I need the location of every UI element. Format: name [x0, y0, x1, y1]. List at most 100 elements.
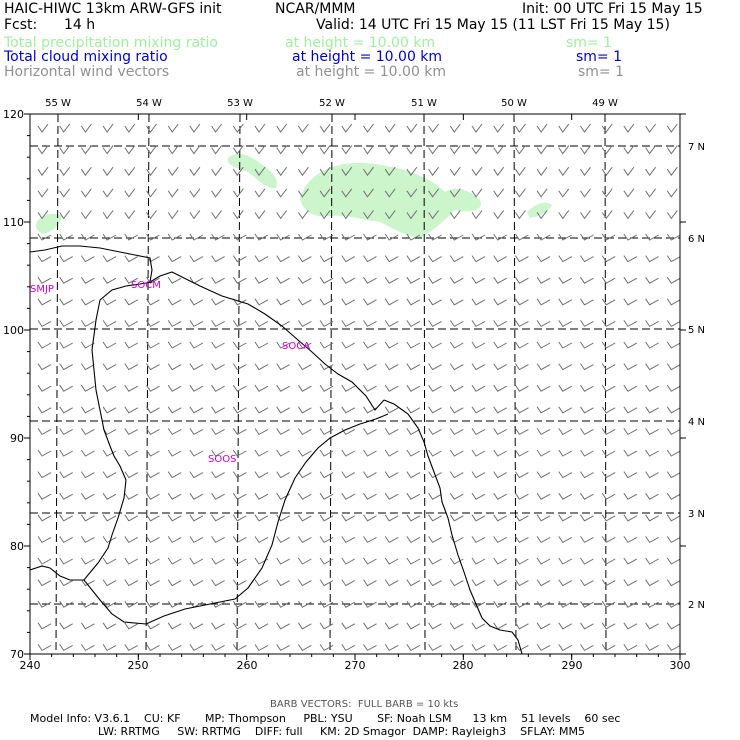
wind-barb	[297, 644, 312, 652]
wind-barb	[341, 145, 353, 155]
wind-barb	[580, 276, 594, 284]
wind-barb	[536, 622, 551, 630]
wind-barb	[493, 384, 507, 392]
wind-barb	[341, 644, 356, 652]
wind-barb	[102, 644, 117, 652]
wind-barb	[102, 579, 117, 587]
wind-barb	[276, 298, 290, 306]
wind-barb	[102, 298, 117, 306]
wind-barb	[558, 298, 573, 306]
wind-barb	[363, 255, 377, 263]
wind-barb	[297, 449, 312, 457]
lat-label: 7 N	[688, 142, 705, 153]
wind-barb	[59, 188, 71, 198]
wind-barb	[645, 514, 659, 522]
wind-barb	[493, 514, 507, 522]
wind-barb	[232, 600, 247, 608]
wind-barb	[341, 536, 356, 544]
wind-barb	[601, 471, 616, 479]
wind-barb	[59, 384, 73, 392]
wind-barb	[406, 579, 421, 587]
wind-barb	[645, 579, 659, 587]
x-tick-label: 240	[20, 659, 41, 672]
wind-barb	[384, 536, 399, 544]
wind-barb	[580, 210, 591, 220]
wind-barb	[601, 449, 616, 457]
field-cloud-height: at height = 10.00 km	[292, 49, 443, 65]
wind-barb	[341, 210, 353, 220]
wind-barb	[254, 536, 269, 544]
field-wind-height: at height = 10.00 km	[296, 64, 447, 80]
wind-barb	[514, 622, 529, 630]
wind-barb	[580, 428, 594, 436]
wind-barb	[319, 363, 334, 371]
wind-barb	[645, 255, 659, 263]
wind-barb	[536, 320, 551, 328]
wind-barb	[536, 406, 551, 414]
wind-barb	[428, 123, 439, 133]
wind-barb	[449, 320, 464, 328]
wind-barb	[601, 406, 616, 414]
wind-barb	[102, 471, 117, 479]
field-precip-height: at height = 10.00 km	[285, 35, 436, 51]
wind-barb	[341, 233, 356, 241]
wind-barb	[341, 255, 356, 263]
wind-barb	[471, 514, 486, 522]
wind-barb	[232, 536, 247, 544]
wind-barb	[146, 320, 160, 328]
wind-barb	[645, 233, 659, 241]
wind-barb	[232, 166, 244, 177]
wind-barb	[471, 471, 486, 479]
wind-barb	[211, 557, 225, 565]
wind-barb	[59, 233, 73, 241]
wind-barb	[406, 406, 421, 414]
wind-barb	[514, 406, 529, 414]
wind-barb	[59, 166, 71, 177]
wind-barb	[167, 276, 182, 284]
wind-barb	[254, 471, 269, 479]
barb-legend: BARB VECTORS: FULL BARB = 10 kts	[270, 699, 459, 710]
wind-barb	[276, 579, 290, 587]
wind-barb	[623, 166, 635, 177]
wind-barb	[297, 145, 309, 155]
model-info-line2: LW: RRTMG SW: RRTMG DIFF: full KM: 2D Sm…	[98, 725, 585, 738]
wind-barb	[297, 166, 309, 177]
wind-barb	[493, 406, 507, 414]
wind-barb	[536, 233, 551, 241]
wind-barb	[341, 384, 356, 392]
wind-barb	[102, 320, 117, 328]
wind-barb	[189, 536, 204, 544]
wind-barb	[124, 428, 139, 436]
wind-barb	[493, 320, 507, 328]
wind-barb	[167, 341, 182, 349]
wind-barb	[319, 320, 334, 328]
wind-barb	[536, 428, 551, 436]
model-title: HAIC-HIWC 13km ARW-GFS init	[4, 1, 222, 17]
wind-barb	[536, 188, 548, 198]
wind-barb	[80, 514, 95, 522]
wind-barb	[428, 166, 439, 177]
y-tick-label: 80	[10, 540, 24, 553]
wind-barb	[449, 363, 464, 371]
wind-barb	[59, 255, 73, 263]
wind-barb	[189, 492, 204, 500]
wind-barb	[124, 166, 136, 177]
wind-barb	[254, 644, 269, 652]
wind-barb	[319, 449, 334, 457]
wind-barb	[276, 363, 290, 371]
wind-barb	[623, 536, 638, 544]
wind-barb	[363, 188, 374, 198]
wind-barb	[428, 406, 442, 414]
wind-barb	[645, 492, 659, 500]
wind-barb	[80, 557, 95, 565]
wind-barb	[276, 145, 288, 155]
wind-barb	[59, 341, 73, 349]
wind-barb	[37, 644, 52, 652]
precip-area	[300, 162, 481, 238]
wind-barb	[146, 406, 160, 414]
wind-barb	[645, 188, 656, 198]
wind-barb	[254, 514, 269, 522]
wind-barb	[80, 255, 95, 263]
wind-barb	[623, 471, 638, 479]
